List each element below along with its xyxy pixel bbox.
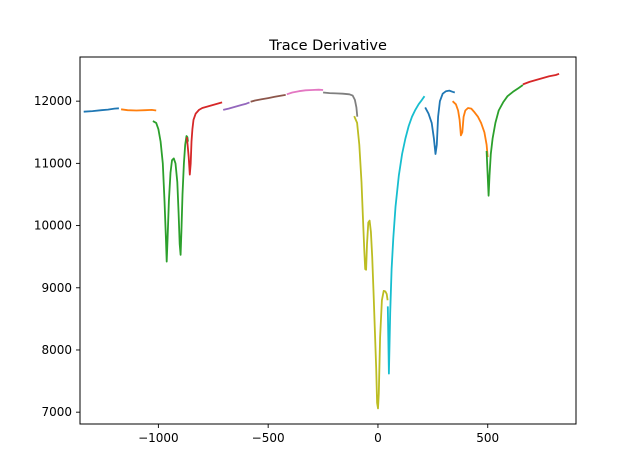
- series-line-9: [353, 115, 389, 410]
- series-line-10: [386, 95, 426, 375]
- x-tick-label: 500: [476, 431, 499, 445]
- series-line-11: [424, 89, 456, 155]
- y-tick-label: 7000: [41, 405, 72, 419]
- chart-title: Trace Derivative: [268, 38, 387, 54]
- series-line-8: [323, 91, 359, 117]
- series-line-4: [186, 101, 223, 176]
- series-line-13: [485, 84, 524, 197]
- y-tick-label: 11000: [34, 156, 72, 170]
- x-tick-label: 0: [374, 431, 382, 445]
- y-tick-label: 12000: [34, 94, 72, 108]
- series-line-7: [286, 88, 324, 96]
- series-line-6: [250, 94, 286, 103]
- y-tick-label: 10000: [34, 219, 72, 233]
- plot-frame: [79, 56, 577, 425]
- series-layer: [83, 72, 560, 410]
- x-tick-label: −1000: [138, 431, 179, 445]
- y-tick-label: 8000: [41, 343, 72, 357]
- y-tick-label: 9000: [41, 281, 72, 295]
- series-line-14: [522, 72, 560, 86]
- y-axis: 7000 8000 9000 10000 11000 12000: [34, 94, 80, 419]
- series-line-12: [451, 100, 489, 158]
- series-line-3: [152, 120, 189, 263]
- series-line-2: [120, 108, 157, 112]
- series-line-5: [222, 101, 250, 111]
- series-line-1: [83, 107, 119, 113]
- x-tick-label: −500: [252, 431, 285, 445]
- x-axis: −1000 −500 0 500: [138, 424, 499, 445]
